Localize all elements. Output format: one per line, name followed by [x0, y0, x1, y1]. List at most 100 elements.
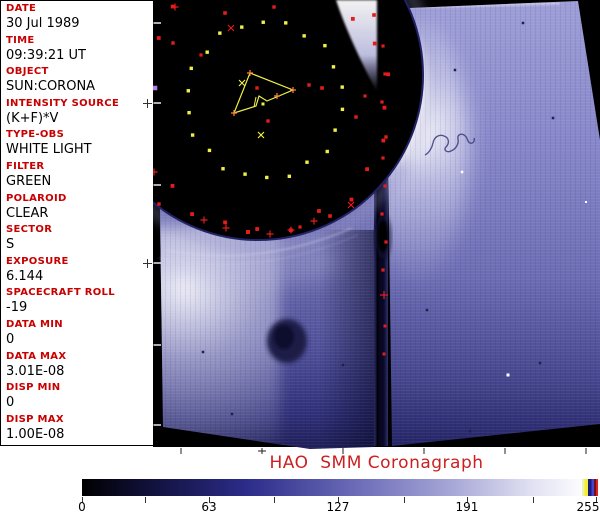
- annotation-orange-plus: [231, 110, 237, 116]
- annotation-red-dot: [199, 53, 203, 57]
- speck-dark-dot: [425, 308, 429, 312]
- fiducial-ring-red-dot: [317, 209, 321, 213]
- fiducial-ring-red-dot: [386, 72, 391, 77]
- meta-item-filter: FILTER GREEN: [6, 161, 153, 193]
- axis-major-tick-plus: [143, 259, 152, 268]
- fiducial-ring-yellow-dot: [323, 43, 327, 48]
- fiducial-markers: [153, 3, 587, 433]
- annotation-red-dot: [328, 214, 332, 218]
- annotation-orange-plus: [247, 70, 253, 76]
- fiducial-ring-yellow-dot: [331, 65, 336, 69]
- annotation-orange-plus: [290, 87, 296, 93]
- rim-arc: [157, 234, 359, 265]
- fiducial-ring-red-dot: [349, 197, 354, 202]
- annotation-yellow-cross: [257, 131, 265, 139]
- annotation-red-dot: [266, 119, 270, 123]
- colorbar-major-tick: [82, 497, 83, 503]
- meta-value-data-max: 3.01E-08: [6, 363, 65, 379]
- annotation-red-dot: [354, 115, 358, 119]
- annotation-red-dot: [171, 41, 175, 45]
- fiducial-ring-yellow-dot: [333, 128, 337, 132]
- colorbar-major-tick: [466, 497, 468, 503]
- annotation-red-cross: [347, 201, 355, 209]
- speck-dark-dot: [341, 363, 345, 367]
- film-scratch-squiggle: [424, 133, 475, 156]
- meta-item-date: DATE 30 Jul 1989: [6, 3, 153, 35]
- meta-item-data-min: DATA MIN 0: [6, 319, 153, 351]
- fiducial-ring-red-dot: [170, 184, 175, 188]
- fiducial-ring-red-dot: [381, 138, 386, 143]
- annotation-red-plus: [287, 226, 295, 234]
- fiducial-ring-yellow-dot: [340, 107, 345, 112]
- speck-dark-dot: [201, 350, 205, 354]
- meta-item-polaroid: POLAROID CLEAR: [6, 193, 153, 225]
- colorbar-major-tick: [596, 497, 597, 503]
- annotation-red-dot: [246, 230, 250, 234]
- meta-value-disp-max: 1.00E-08: [6, 426, 65, 442]
- fiducial-ring-red-dot: [382, 105, 387, 110]
- meta-item-sector: SECTOR S: [6, 224, 153, 256]
- fiducial-ring-yellow-dot: [302, 34, 306, 38]
- fiducial-ring-yellow-dot: [187, 110, 191, 115]
- colorbar-minor-tick: [532, 497, 534, 503]
- colorbar-minor-tick: [145, 497, 147, 503]
- meta-value-object: SUN:CORONA: [6, 79, 96, 95]
- meta-label-object: OBJECT: [6, 66, 49, 78]
- meta-value-type-obs: WHITE LIGHT: [6, 142, 92, 158]
- annotation-red-dot: [363, 94, 367, 98]
- coronagraph-image: [153, 0, 600, 454]
- colorbar: [82, 479, 598, 496]
- fiducial-ring-red-dot: [223, 220, 227, 225]
- colorbar-major-tick: [337, 497, 339, 503]
- annotation-red-dot: [320, 86, 324, 90]
- fiducial-ring-red-dot: [372, 41, 377, 46]
- overexposed-crescent: [336, 0, 377, 92]
- speck-white-dot: [506, 373, 510, 377]
- fiducial-ring-yellow-dot: [305, 160, 309, 164]
- annotation-red-plus: [266, 230, 274, 238]
- speck-dark-dot: [551, 116, 555, 120]
- annotation-red-dot: [382, 352, 386, 356]
- occulting-disk: [153, 0, 435, 265]
- annotation-red-cross: [227, 24, 235, 32]
- meta-item-type-obs: TYPE-OBS WHITE LIGHT: [6, 129, 153, 161]
- fiducial-ring-yellow-dot: [186, 89, 190, 93]
- meta-value-disp-min: 0: [6, 395, 15, 411]
- annotation-red-dot: [223, 11, 227, 15]
- meta-value-filter: GREEN: [6, 173, 52, 189]
- annotation-red-plus: [200, 216, 208, 224]
- meta-label-filter: FILTER: [6, 160, 45, 172]
- colorbar-major-tick: [208, 497, 210, 503]
- meta-value-polaroid: CLEAR: [6, 205, 49, 221]
- annotation-red-plus: [310, 217, 318, 225]
- fiducial-ring-yellow-dot: [261, 20, 265, 24]
- fiducial-ring-yellow-dot: [265, 175, 269, 180]
- annotation-red-dot: [381, 44, 385, 48]
- fiducial-ring-yellow-dot: [284, 21, 288, 25]
- annotation-red-dot: [384, 240, 388, 244]
- meta-value-date: 30 Jul 1989: [6, 16, 80, 31]
- colorbar-minor-tick: [274, 497, 276, 503]
- meta-label-polaroid: POLAROID: [6, 192, 67, 204]
- annotation-red-plus: [153, 168, 158, 176]
- annotation-red-dot: [157, 202, 161, 206]
- speck-white-dot: [460, 170, 464, 174]
- fiducial-ring-red-dot: [350, 16, 355, 21]
- speck-dark-dot: [230, 412, 234, 416]
- speck-dark-dot: [521, 21, 525, 25]
- colorbar-tick-label: 127: [326, 500, 350, 512]
- colorbar-minor-tick: [403, 497, 405, 503]
- speck-dark-dot: [538, 361, 542, 365]
- speck-white-dot: [585, 201, 587, 203]
- annotation-red-dot: [384, 135, 388, 139]
- fiducial-ring-yellow-dot: [190, 133, 195, 137]
- meta-value-intensity-source: (K+F)*V: [6, 110, 59, 126]
- annotation-yellow-dot: [261, 102, 265, 106]
- meta-item-disp-max: DISP MAX 1.00E-08: [6, 414, 153, 445]
- meta-value-data-min: 0: [6, 331, 15, 347]
- meta-label-exposure: EXPOSURE: [6, 255, 69, 267]
- annotation-red-plus: [380, 291, 388, 299]
- fiducial-ring-yellow-dot: [240, 25, 244, 29]
- meta-label-intensity-source: INTENSITY SOURCE: [6, 97, 120, 109]
